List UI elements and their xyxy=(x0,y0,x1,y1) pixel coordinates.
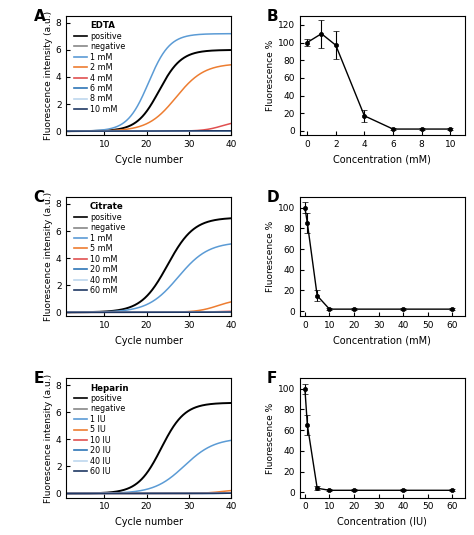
Text: B: B xyxy=(267,9,279,24)
Text: D: D xyxy=(267,190,280,205)
X-axis label: Concentration (mM): Concentration (mM) xyxy=(333,336,431,346)
X-axis label: Cycle number: Cycle number xyxy=(115,155,182,165)
Legend: EDTA, positive, negative, 1 mM, 2 mM, 4 mM, 6 mM, 8 mM, 10 mM: EDTA, positive, negative, 1 mM, 2 mM, 4 … xyxy=(73,21,125,114)
Legend: Citrate, positive, negative, 1 mM, 5 mM, 10 mM, 20 mM, 40 mM, 60 mM: Citrate, positive, negative, 1 mM, 5 mM,… xyxy=(73,202,125,295)
Text: F: F xyxy=(267,371,277,386)
Y-axis label: Fluorescence %: Fluorescence % xyxy=(266,40,275,111)
X-axis label: Concentration (mM): Concentration (mM) xyxy=(333,155,431,165)
Y-axis label: Fluorescence intensity (a.u.): Fluorescence intensity (a.u.) xyxy=(44,373,53,502)
Y-axis label: Fluorescence intensity (a.u.): Fluorescence intensity (a.u.) xyxy=(44,192,53,322)
X-axis label: Cycle number: Cycle number xyxy=(115,336,182,346)
Text: C: C xyxy=(34,190,45,205)
Y-axis label: Fluorescence %: Fluorescence % xyxy=(266,402,275,473)
X-axis label: Cycle number: Cycle number xyxy=(115,517,182,527)
Legend: Heparin, positive, negative, 1 IU, 5 IU, 10 IU, 20 IU, 40 IU, 60 IU: Heparin, positive, negative, 1 IU, 5 IU,… xyxy=(73,384,128,476)
X-axis label: Concentration (IU): Concentration (IU) xyxy=(337,517,427,527)
Text: E: E xyxy=(34,371,44,386)
Y-axis label: Fluorescence intensity (a.u.): Fluorescence intensity (a.u.) xyxy=(44,11,53,140)
Text: A: A xyxy=(34,9,45,24)
Y-axis label: Fluorescence %: Fluorescence % xyxy=(266,221,275,293)
